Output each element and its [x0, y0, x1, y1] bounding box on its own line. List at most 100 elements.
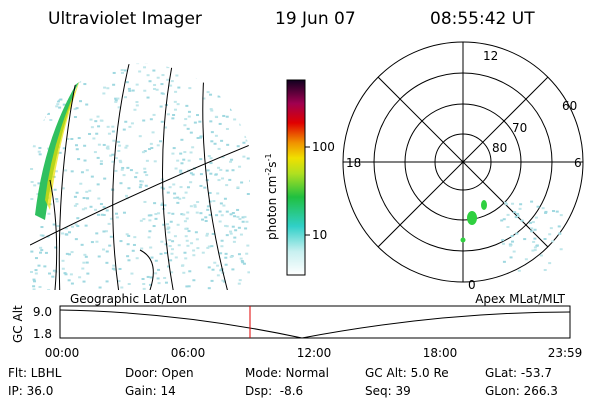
speckle-dot: [236, 186, 240, 189]
speckle-dot: [187, 110, 191, 113]
speckle-dot: [120, 286, 124, 289]
speckle-dot: [173, 192, 177, 195]
speckle-dot: [163, 276, 167, 279]
speckle-dot: [184, 118, 188, 121]
speckle-dot: [218, 65, 222, 68]
speckle-dot: [515, 232, 519, 235]
speckle-dot: [54, 246, 58, 249]
speckle-dot: [54, 59, 57, 61]
speckle-dot: [210, 140, 214, 143]
hour-label: 12: [483, 49, 498, 63]
speckle-dot: [163, 204, 167, 207]
speckle-dot: [193, 121, 197, 124]
speckle-dot: [518, 207, 522, 210]
speckle-dot: [146, 275, 150, 278]
speckle-dot: [233, 50, 236, 52]
speckle-dot: [216, 264, 220, 267]
speckle-dot: [154, 272, 158, 275]
speckle-dot: [241, 56, 244, 58]
speckle-dot: [195, 211, 199, 214]
speckle-dot: [206, 91, 210, 94]
speckle-dot: [38, 285, 42, 288]
speckle-dot: [32, 288, 36, 291]
speckle-dot: [196, 136, 200, 139]
speckle-dot: [164, 281, 168, 284]
speckle-dot: [177, 244, 181, 247]
speckle-dot: [245, 98, 249, 101]
speckle-dot: [53, 70, 57, 73]
speckle-dot: [99, 119, 103, 122]
speckle-dot: [214, 115, 218, 118]
speckle-dot: [209, 172, 213, 175]
speckle-dot: [217, 95, 221, 98]
speckle-dot: [83, 159, 87, 162]
speckle-dot: [80, 171, 84, 174]
speckle-dot: [196, 201, 200, 204]
hour-label: 18: [346, 156, 361, 170]
speckle-dot: [30, 167, 34, 170]
speckle-dot: [206, 208, 210, 211]
speckle-dot: [169, 259, 173, 262]
speckle-dot: [54, 170, 58, 173]
speckle-dot: [186, 186, 190, 189]
speckle-dot: [112, 83, 116, 86]
speckle-dot: [520, 219, 524, 222]
speckle-dot: [59, 98, 63, 101]
speckle-dot: [236, 215, 240, 218]
speckle-dot: [217, 166, 221, 169]
speckle-dot: [124, 96, 128, 99]
speckle-dot: [185, 217, 189, 220]
speckle-dot: [81, 267, 85, 270]
speckle-dot: [64, 169, 68, 172]
speckle-dot: [39, 251, 43, 254]
speckle-dot: [99, 160, 103, 163]
speckle-dot: [228, 95, 232, 98]
speckle-dot: [77, 59, 80, 61]
speckle-dot: [192, 279, 196, 282]
speckle-dot: [203, 186, 207, 189]
speckle-dot: [97, 125, 101, 128]
speckle-dot: [66, 67, 70, 70]
speckle-dot: [148, 80, 152, 83]
speckle-dot: [516, 212, 520, 215]
speckle-dot: [33, 184, 37, 187]
speckle-dot: [112, 71, 116, 74]
speckle-dot: [96, 156, 100, 159]
colorbar-label: photon cm-2s-1: [264, 153, 279, 240]
speckle-dot: [199, 173, 203, 176]
speckle-dot: [548, 233, 552, 236]
speckle-dot: [130, 272, 134, 275]
speckle-dot: [151, 131, 155, 134]
speckle-dot: [198, 120, 202, 123]
speckle-dot: [90, 241, 94, 244]
speckle-dot: [523, 238, 527, 241]
speckle-dot: [59, 78, 63, 81]
speckle-dot: [246, 193, 250, 196]
speckle-dot: [61, 267, 65, 270]
speckle-dot: [221, 156, 225, 159]
speckle-dot: [169, 220, 173, 223]
speckle-dot: [159, 105, 163, 108]
speckle-dot: [224, 84, 228, 87]
speckle-dot: [139, 183, 143, 186]
speckle-dot: [226, 143, 230, 146]
speckle-dot: [62, 103, 66, 106]
speckle-dot: [209, 93, 213, 96]
speckle-dot: [149, 118, 153, 121]
speckle-dot: [35, 121, 39, 124]
speckle-dot: [179, 186, 183, 189]
speckle-dot: [182, 196, 186, 199]
speckle-dot: [185, 285, 189, 288]
speckle-dot: [225, 115, 229, 118]
timeline-y-label: GC Alt: [11, 305, 25, 343]
speckle-dot: [48, 73, 52, 76]
speckle-dot: [234, 229, 238, 232]
speckle-dot: [170, 248, 174, 251]
speckle-dot: [510, 235, 514, 238]
speckle-dot: [162, 187, 166, 190]
speckle-dot: [83, 144, 87, 147]
speckle-dot: [150, 256, 154, 259]
speckle-dot: [123, 69, 127, 72]
speckle-dot: [225, 169, 229, 172]
speckle-dot: [86, 197, 90, 200]
